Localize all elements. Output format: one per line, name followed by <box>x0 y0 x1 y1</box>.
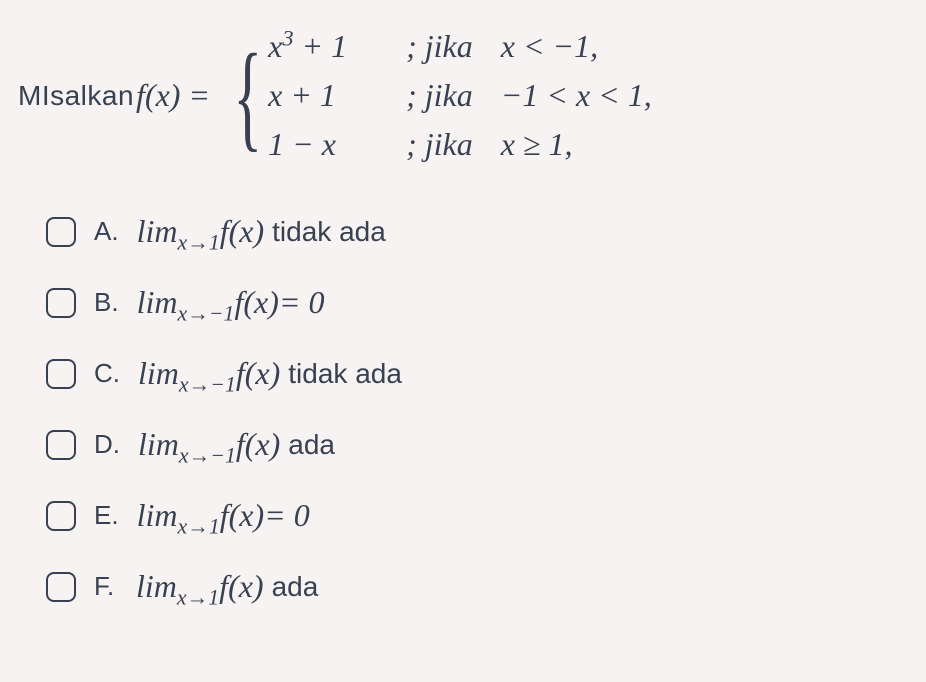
case-cond: −1 < x < 1, <box>501 77 652 114</box>
checkbox-d[interactable] <box>46 430 76 460</box>
case-cond: x < −1, <box>501 28 652 65</box>
options-list: A. limx→1f(x) tidak ada B. limx→−1f(x) =… <box>18 213 908 605</box>
option-math: limx→−1f(x) <box>138 426 280 463</box>
checkbox-f[interactable] <box>46 572 76 602</box>
case-expr: x3 + 1 <box>268 28 378 65</box>
option-equals: = 0 <box>264 497 310 534</box>
option-tail: tidak ada <box>288 358 402 390</box>
cases-grid: x3 + 1 ; jika x < −1, x + 1 ; jika −1 < … <box>268 28 652 163</box>
option-math: limx→−1f(x) <box>137 284 279 321</box>
case-expr: 1 − x <box>268 126 378 163</box>
option-b[interactable]: B. limx→−1f(x) = 0 <box>46 284 908 321</box>
option-f[interactable]: F. limx→1f(x) ada <box>46 568 908 605</box>
checkbox-a[interactable] <box>46 217 76 247</box>
option-d[interactable]: D. limx→−1f(x) ada <box>46 426 908 463</box>
option-letter: F. <box>94 571 118 602</box>
checkbox-c[interactable] <box>46 359 76 389</box>
case-jika: ; jika <box>406 77 473 114</box>
option-letter: D. <box>94 429 120 460</box>
option-math: limx→1f(x) <box>137 213 265 250</box>
option-equals: = 0 <box>279 284 325 321</box>
option-math: limx→1f(x) <box>136 568 264 605</box>
case-jika: ; jika <box>406 126 473 163</box>
stem-func: f(x) <box>136 77 180 114</box>
option-letter: A. <box>94 216 119 247</box>
option-tail: tidak ada <box>272 216 386 248</box>
question-stem: MIsalkan f(x) = { x3 + 1 ; jika x < −1, … <box>18 28 908 163</box>
option-math: limx→1f(x) <box>137 497 265 534</box>
option-e[interactable]: E. limx→1f(x) = 0 <box>46 497 908 534</box>
option-math: limx→−1f(x) <box>138 355 280 392</box>
stem-equals: = <box>190 77 208 114</box>
checkbox-e[interactable] <box>46 501 76 531</box>
piecewise-function: { x3 + 1 ; jika x < −1, x + 1 ; jika −1 … <box>219 28 652 163</box>
option-tail: ada <box>272 571 319 603</box>
option-c[interactable]: C. limx→−1f(x) tidak ada <box>46 355 908 392</box>
left-brace: { <box>233 42 262 150</box>
case-expr: x + 1 <box>268 77 378 114</box>
option-tail: ada <box>288 429 335 461</box>
checkbox-b[interactable] <box>46 288 76 318</box>
stem-prefix: MIsalkan <box>18 80 134 112</box>
option-letter: E. <box>94 500 119 531</box>
option-letter: B. <box>94 287 119 318</box>
case-cond: x ≥ 1, <box>501 126 652 163</box>
case-jika: ; jika <box>406 28 473 65</box>
option-letter: C. <box>94 358 120 389</box>
option-a[interactable]: A. limx→1f(x) tidak ada <box>46 213 908 250</box>
